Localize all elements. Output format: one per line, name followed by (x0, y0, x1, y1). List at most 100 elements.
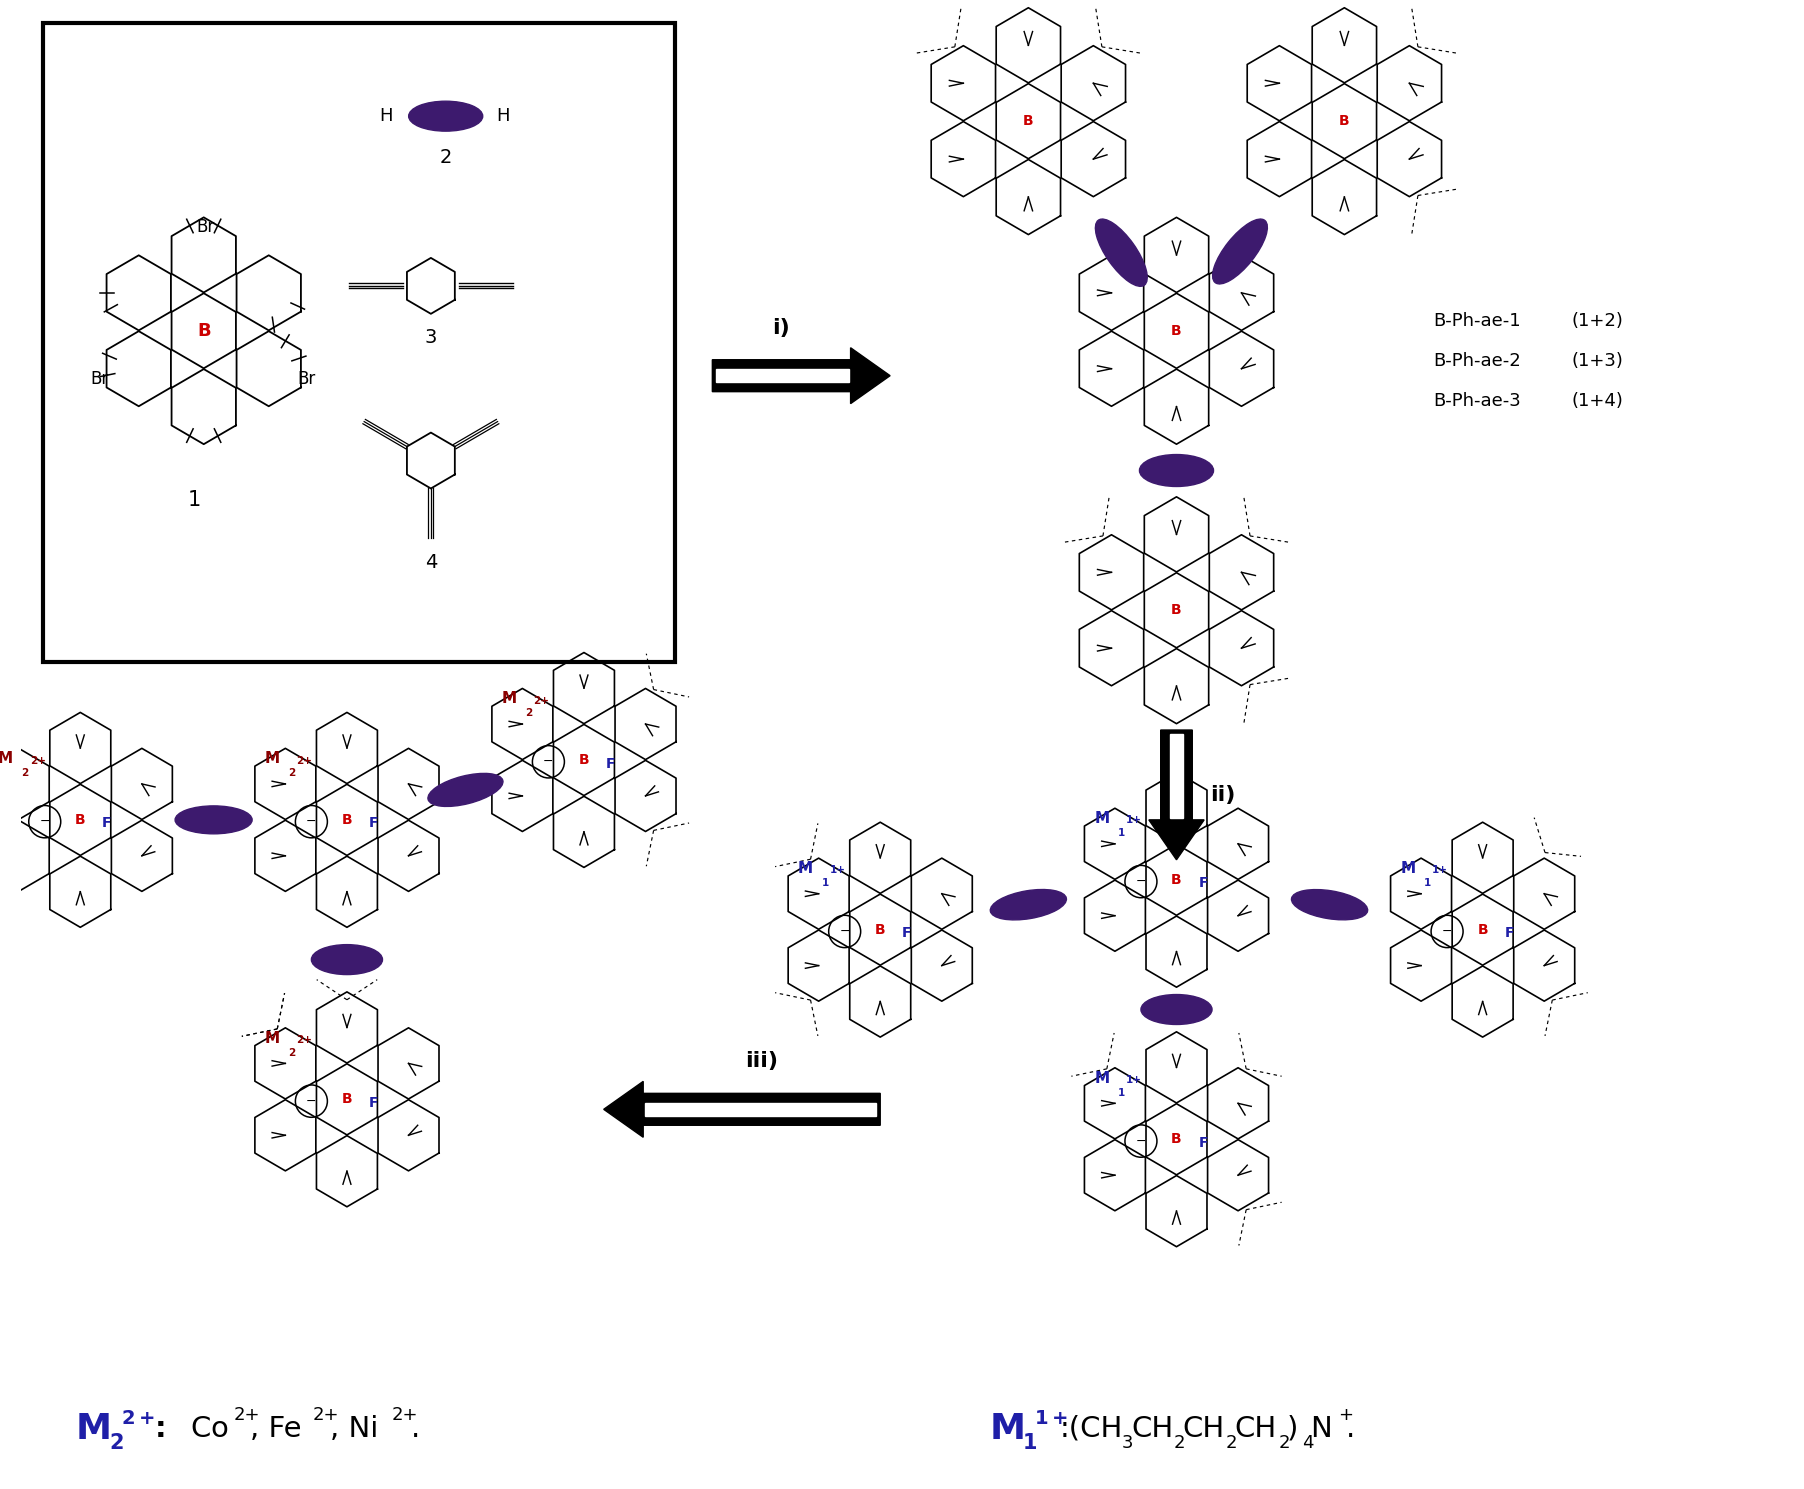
Text: −: − (40, 814, 51, 828)
Text: CH: CH (1182, 1415, 1225, 1443)
Text: 2: 2 (22, 768, 29, 779)
Text: iii): iii) (745, 1051, 778, 1072)
Text: ): ) (1286, 1415, 1299, 1443)
Text: F: F (902, 926, 911, 940)
Text: 4: 4 (424, 554, 437, 572)
Text: F: F (103, 816, 112, 831)
Bar (43, 24, 675, 663)
Polygon shape (646, 1103, 877, 1115)
Text: 2: 2 (440, 147, 451, 167)
Text: .: . (411, 1415, 420, 1443)
Text: .: . (1346, 1415, 1355, 1443)
Text: −: − (839, 925, 850, 938)
Text: 1+: 1+ (1126, 816, 1142, 825)
Text: 1: 1 (1118, 1087, 1126, 1097)
Ellipse shape (1140, 995, 1212, 1024)
Text: 2+: 2+ (296, 755, 312, 765)
Text: M: M (1095, 812, 1109, 826)
Text: $\mathbf{2+}$: $\mathbf{2+}$ (121, 1409, 155, 1428)
Ellipse shape (428, 773, 503, 807)
Text: i): i) (772, 317, 790, 338)
Text: M: M (797, 861, 814, 876)
Text: F: F (1198, 1136, 1209, 1150)
Text: 1: 1 (821, 879, 828, 887)
Text: M: M (1400, 861, 1416, 876)
Text: B: B (1171, 323, 1182, 338)
Ellipse shape (1292, 889, 1367, 920)
Text: 3: 3 (424, 328, 437, 347)
Text: $\mathbf{1}$: $\mathbf{1}$ (1023, 1432, 1037, 1453)
Text: M: M (0, 752, 13, 767)
Text: 1+: 1+ (1126, 1075, 1142, 1085)
Ellipse shape (1212, 219, 1268, 284)
Text: H: H (496, 107, 511, 125)
Text: $\mathbf{:}$  Co: $\mathbf{:}$ Co (150, 1415, 229, 1443)
Text: F: F (368, 1096, 379, 1109)
Text: 2+: 2+ (391, 1406, 419, 1423)
Text: B: B (579, 753, 590, 767)
Text: B: B (1477, 923, 1488, 937)
Polygon shape (713, 348, 889, 404)
Ellipse shape (990, 889, 1066, 920)
Text: B-Ph-ae-2: B-Ph-ae-2 (1432, 351, 1521, 369)
Text: ii): ii) (1210, 785, 1236, 806)
Ellipse shape (1095, 219, 1147, 286)
Text: 1: 1 (1423, 879, 1431, 887)
Text: B: B (1339, 115, 1349, 128)
Text: (1+4): (1+4) (1571, 392, 1624, 409)
Text: B: B (197, 322, 211, 339)
Text: B: B (1171, 873, 1182, 887)
Text: Br: Br (298, 369, 316, 387)
Ellipse shape (312, 944, 382, 975)
Text: M: M (502, 691, 518, 706)
Text: −: − (307, 1094, 318, 1108)
Text: F: F (368, 816, 379, 831)
Text: B-Ph-ae-3: B-Ph-ae-3 (1432, 392, 1521, 409)
Text: 2: 2 (1279, 1434, 1290, 1452)
Text: 2: 2 (1174, 1434, 1185, 1452)
Text: F: F (606, 756, 615, 771)
Text: 2: 2 (1227, 1434, 1238, 1452)
Ellipse shape (1140, 454, 1214, 487)
Text: :(CH: :(CH (1061, 1415, 1124, 1443)
Text: N: N (1310, 1415, 1331, 1443)
Text: 1+: 1+ (830, 865, 846, 876)
Text: 1: 1 (188, 490, 200, 511)
Text: −: − (1137, 876, 1146, 887)
Text: 1+: 1+ (1432, 865, 1449, 876)
Text: (1+2): (1+2) (1571, 311, 1624, 329)
Text: , Fe: , Fe (251, 1415, 301, 1443)
Text: 2+: 2+ (312, 1406, 339, 1423)
Text: B: B (76, 813, 85, 826)
Text: 2: 2 (289, 768, 296, 779)
Text: 3: 3 (1122, 1434, 1133, 1452)
Text: −: − (1441, 925, 1452, 938)
Text: $\mathbf{M}$: $\mathbf{M}$ (989, 1412, 1023, 1446)
Text: B: B (875, 923, 886, 937)
Text: Br: Br (197, 217, 215, 235)
Text: −: − (543, 755, 554, 768)
Text: F: F (1505, 926, 1514, 940)
Polygon shape (1149, 730, 1203, 859)
Text: M: M (1095, 1071, 1109, 1085)
Text: $\mathbf{M}$: $\mathbf{M}$ (76, 1412, 110, 1446)
Text: 2+: 2+ (233, 1406, 260, 1423)
Text: −: − (1137, 1135, 1146, 1148)
Text: H: H (379, 107, 393, 125)
Text: 2+: 2+ (29, 755, 45, 765)
Text: B: B (1023, 115, 1034, 128)
Text: 2+: 2+ (296, 1035, 312, 1045)
Text: CH: CH (1234, 1415, 1277, 1443)
Text: −: − (307, 814, 318, 828)
Text: M: M (265, 752, 280, 767)
Text: Br: Br (90, 369, 108, 387)
Text: , Ni: , Ni (330, 1415, 379, 1443)
Text: F: F (1198, 877, 1209, 890)
Polygon shape (604, 1081, 880, 1138)
Text: (1+3): (1+3) (1571, 351, 1624, 369)
Text: CH: CH (1131, 1415, 1173, 1443)
Text: $\mathbf{2}$: $\mathbf{2}$ (108, 1432, 123, 1453)
Text: M: M (265, 1030, 280, 1045)
Text: 2+: 2+ (534, 695, 548, 706)
Text: B-Ph-ae-1: B-Ph-ae-1 (1432, 311, 1521, 329)
